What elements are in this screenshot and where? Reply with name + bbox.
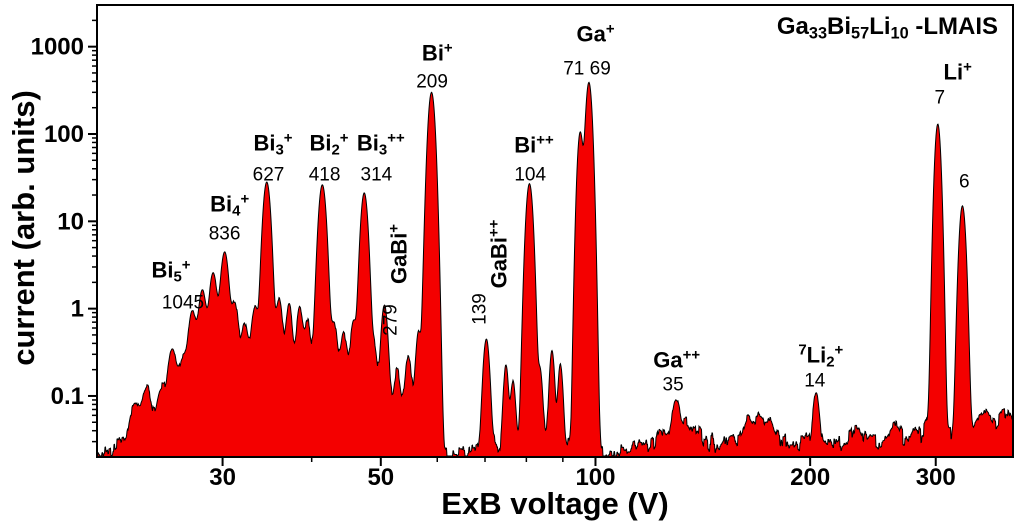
species-label-ga: Ga+ bbox=[576, 20, 615, 47]
spectrum-area bbox=[96, 81, 1014, 458]
mass-label-bi3: 627 bbox=[252, 164, 285, 186]
species-label-gabi: GaBi+ bbox=[385, 224, 412, 285]
species-label-li: Li+ bbox=[943, 57, 972, 85]
mass-label-li7: 7 bbox=[934, 87, 946, 109]
mass-label-bipp: 104 bbox=[514, 164, 547, 186]
y-tick-label: 100 bbox=[44, 121, 84, 148]
plot-frame bbox=[96, 4, 1014, 458]
species-label-bi2: Bi2+ bbox=[309, 129, 349, 159]
mass-label-gabipp: 139 bbox=[469, 292, 491, 325]
x-tick-label: 300 bbox=[916, 464, 956, 491]
x-tick-label: 200 bbox=[790, 464, 830, 491]
mass-label-bi2: 418 bbox=[308, 164, 341, 186]
species-label-bi3: Bi3+ bbox=[253, 129, 293, 159]
y-tick-label: 0.1 bbox=[51, 383, 84, 410]
y-tick-label: 10 bbox=[57, 208, 84, 235]
mass-label-gapp: 35 bbox=[662, 374, 684, 396]
mass-label-li2: 14 bbox=[804, 370, 826, 392]
x-axis-title: ExB voltage (V) bbox=[441, 486, 669, 521]
y-tick-label: 1 bbox=[71, 296, 84, 323]
species-label-bi3pp: Bi3++ bbox=[356, 129, 405, 159]
species-label-bi: Bi+ bbox=[421, 39, 453, 66]
mass-label-bi5: 1045 bbox=[161, 292, 205, 314]
species-label-gapp: Ga++ bbox=[653, 346, 701, 373]
species-label-bi4: Bi4+ bbox=[210, 190, 250, 220]
mass-label-ga: 71 69 bbox=[563, 58, 611, 80]
mass-label-bi4: 836 bbox=[208, 223, 241, 245]
species-label-li2: 7Li2+ bbox=[798, 341, 844, 371]
species-label-gabipp: GaBi++ bbox=[485, 219, 512, 289]
mass-label-bi3pp: 314 bbox=[360, 164, 393, 186]
x-tick-label: 30 bbox=[209, 464, 236, 491]
y-axis-title: current (arb. units) bbox=[6, 90, 41, 366]
y-tick-label: 1000 bbox=[31, 34, 84, 61]
mass-label-gabi: 279 bbox=[380, 303, 401, 336]
species-label-bi5: Bi5+ bbox=[151, 256, 191, 287]
figure-title: Ga33Bi57Li10 -LMAIS bbox=[776, 13, 998, 43]
mass-label-li6: 6 bbox=[959, 171, 970, 193]
mass-label-bi: 209 bbox=[416, 71, 448, 93]
x-tick-label: 100 bbox=[575, 464, 615, 491]
species-label-bipp: Bi++ bbox=[514, 131, 554, 158]
x-tick-label: 50 bbox=[367, 464, 394, 491]
